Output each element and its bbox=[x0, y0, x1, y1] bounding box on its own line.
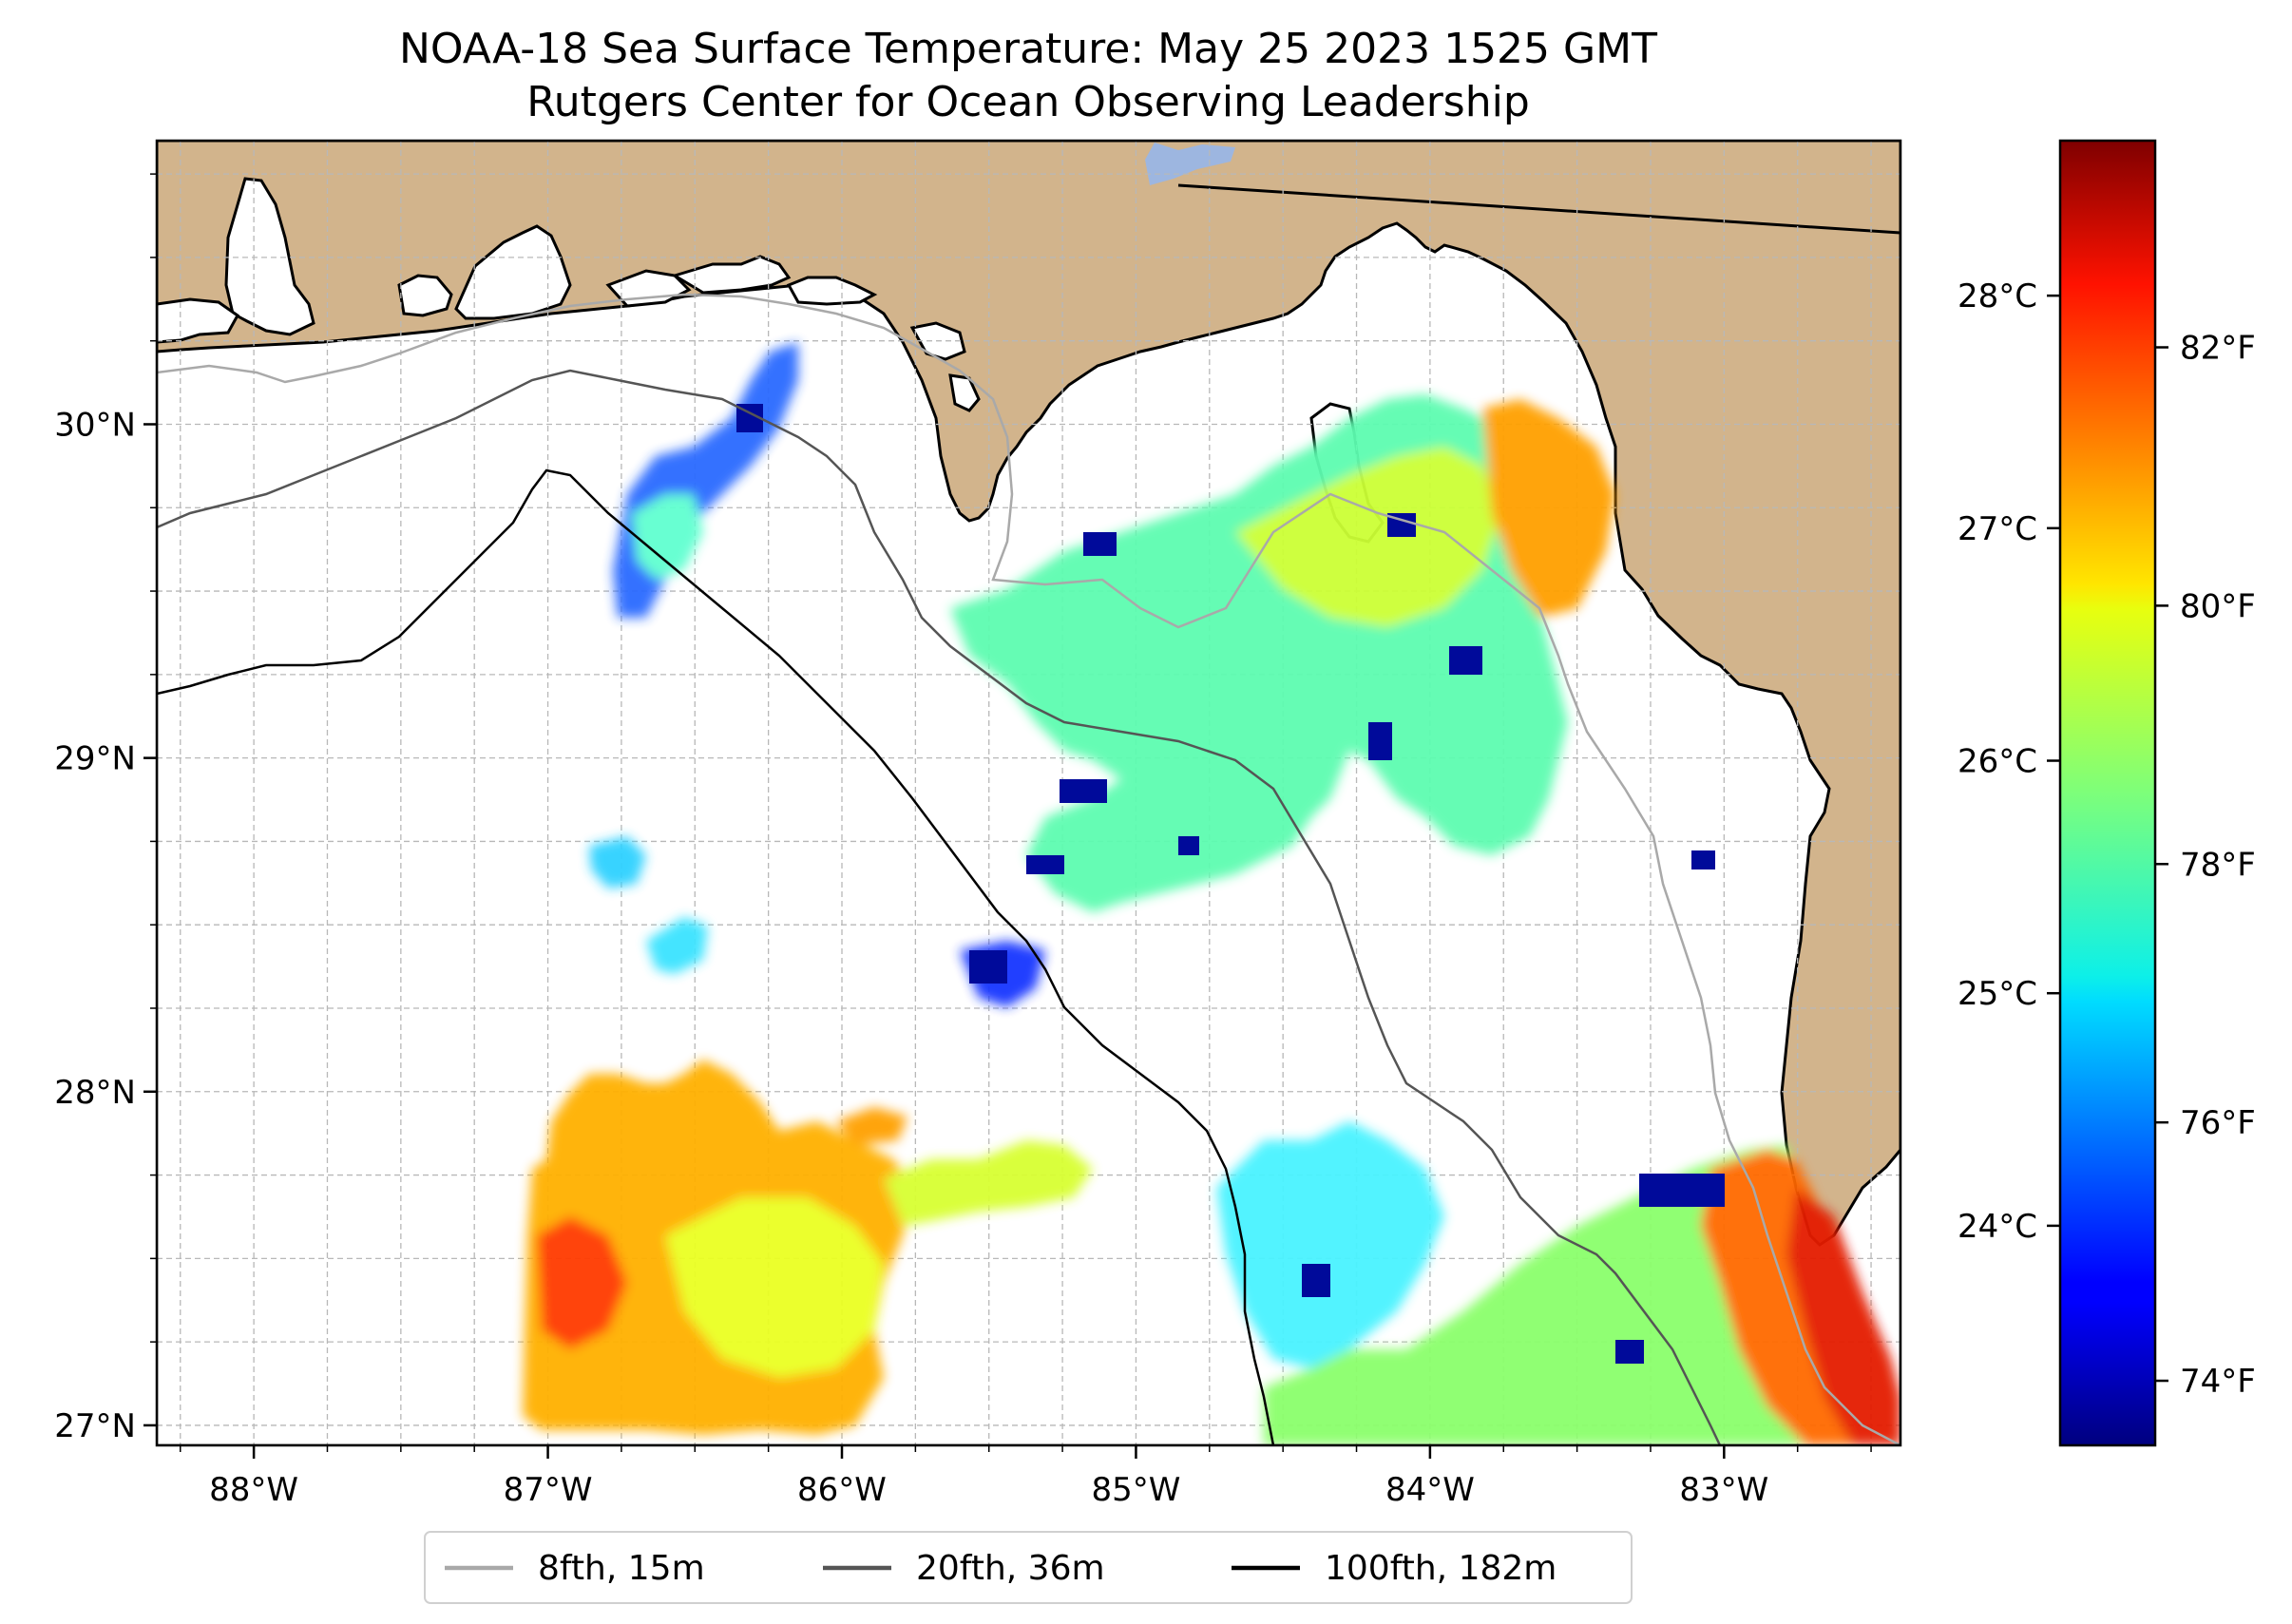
lat-tick-label: 28°N bbox=[54, 1074, 136, 1112]
colorbar-c-label: 27°C bbox=[1958, 510, 2037, 548]
lat-tick-label: 27°N bbox=[54, 1407, 136, 1445]
contour-8fth bbox=[157, 293, 1900, 1445]
lat-tick-label: 30°N bbox=[54, 406, 136, 444]
legend-label: 100fth, 182m bbox=[1325, 1549, 1557, 1588]
contours bbox=[157, 293, 1900, 1445]
sst-data bbox=[523, 342, 1900, 1445]
lon-tick-label: 83°W bbox=[1679, 1471, 1768, 1509]
legend: 8fth, 15m 20fth, 36m 100fth, 182m bbox=[424, 1531, 1633, 1604]
map-panel bbox=[157, 141, 1900, 1445]
lon-tick-label: 88°W bbox=[209, 1471, 298, 1509]
colorbar-f-label: 74°F bbox=[2180, 1363, 2256, 1401]
colorbar-c-label: 25°C bbox=[1958, 975, 2037, 1013]
lat-axis: 27°N 28°N 29°N 30°N bbox=[54, 173, 157, 1445]
lon-axis: 88°W 87°W 86°W 85°W 84°W 83°W bbox=[180, 1445, 1872, 1509]
sst-patch-southwest-yellow bbox=[665, 1197, 884, 1378]
colorbar-c-label: 24°C bbox=[1958, 1208, 2037, 1246]
colorbar: 24°C 25°C 26°C 27°C 28°C 74°F 76°F 78°F 80°F 82°… bbox=[1958, 139, 2256, 1447]
title-line-1: NOAA-18 Sea Surface Temperature: May 25 … bbox=[399, 25, 1657, 73]
sst-cold-speckles bbox=[736, 404, 1725, 1364]
contour-100fth bbox=[157, 468, 1275, 1445]
sst-patch-small-3 bbox=[836, 1107, 907, 1145]
sst-patch-mid-yellow bbox=[884, 1140, 1093, 1226]
colorbar-fahrenheit-ticks: 74°F 76°F 78°F 80°F 82°F bbox=[2155, 330, 2256, 1401]
sst-patch-north-cyan bbox=[632, 494, 703, 580]
land-mass bbox=[157, 141, 1900, 1247]
colorbar-f-label: 82°F bbox=[2180, 330, 2256, 368]
sst-patch-small-1 bbox=[589, 836, 646, 888]
sst-patch-southeast-hot bbox=[1786, 1188, 1900, 1445]
contour-20fth bbox=[157, 369, 1722, 1445]
colorbar-f-label: 76°F bbox=[2180, 1104, 2256, 1142]
legend-label: 8fth, 15m bbox=[538, 1549, 705, 1588]
title-line-2: Rutgers Center for Ocean Observing Leade… bbox=[526, 78, 1530, 126]
colorbar-c-label: 26°C bbox=[1958, 743, 2037, 781]
sst-patch-bigbend-warm bbox=[1482, 399, 1615, 618]
sst-patch-east-cool bbox=[1216, 1121, 1444, 1368]
lon-tick-label: 85°W bbox=[1092, 1471, 1181, 1509]
lon-tick-label: 86°W bbox=[797, 1471, 887, 1509]
sst-patch-southwest-hot bbox=[537, 1216, 627, 1349]
map-border bbox=[155, 139, 1902, 1447]
colorbar-f-label: 78°F bbox=[2180, 846, 2256, 884]
lon-tick-label: 84°W bbox=[1385, 1471, 1475, 1509]
colorbar-f-label: 80°F bbox=[2180, 587, 2256, 625]
lon-tick-label: 87°W bbox=[504, 1471, 593, 1509]
legend-label: 20fth, 36m bbox=[916, 1549, 1105, 1588]
state-boundary bbox=[1177, 183, 1900, 235]
legend-box bbox=[424, 1531, 1633, 1604]
colorbar-gradient bbox=[2058, 139, 2157, 1447]
sst-patch-bigbend-yellow bbox=[1235, 447, 1501, 627]
colorbar-celsius-ticks: 24°C 25°C 26°C 27°C 28°C bbox=[1958, 277, 2060, 1246]
lat-tick-label: 29°N bbox=[54, 740, 136, 778]
colorbar-c-label: 28°C bbox=[1958, 277, 2037, 315]
sst-patch-small-2 bbox=[646, 917, 708, 974]
